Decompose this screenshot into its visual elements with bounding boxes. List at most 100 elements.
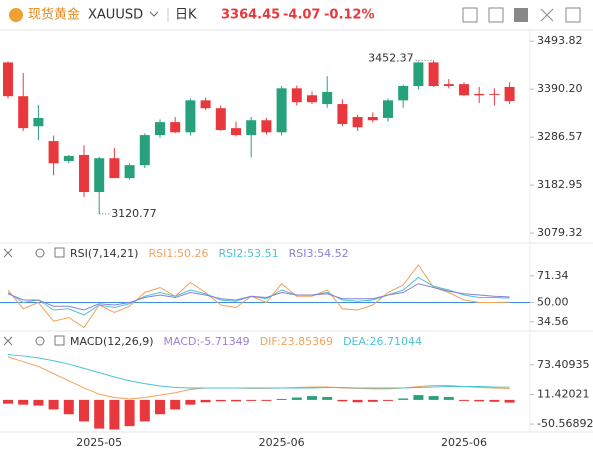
symbol-icon — [9, 8, 23, 22]
series-line — [7, 264, 510, 329]
symbol-code[interactable]: XAUUSD — [88, 8, 143, 23]
histogram-bar — [48, 399, 59, 410]
tool-icon[interactable] — [514, 8, 528, 22]
change: -4.07 — [283, 8, 320, 23]
candle-body — [18, 96, 29, 129]
legend-entry: RSI3:54.52 — [289, 247, 349, 260]
series-line — [7, 276, 510, 316]
candle-body — [307, 95, 317, 103]
change-pct: -0.12% — [324, 8, 375, 23]
histogram-bar — [428, 396, 439, 400]
histogram-bar — [3, 399, 13, 404]
histogram-bar — [231, 399, 241, 402]
header: 现货黄金 XAUUSD 日K 3364.45 -4.07 -0.12% — [9, 7, 581, 23]
dropdown-icon[interactable] — [149, 11, 159, 17]
y-tick-label: 71.34 — [537, 269, 569, 282]
candle-body — [413, 62, 424, 87]
legend-title: RSI(7,14,21) — [70, 247, 138, 260]
histogram-bar — [459, 399, 469, 401]
histogram-bar — [33, 399, 44, 406]
y-tick-label: 11.42021 — [537, 387, 590, 400]
candle-body — [261, 120, 272, 133]
histogram-bar — [489, 399, 500, 402]
tool-icon[interactable] — [488, 7, 504, 23]
tool-icon[interactable] — [565, 7, 581, 23]
x-tick-label: 2025-06 — [441, 436, 487, 449]
histogram-bar — [443, 397, 454, 400]
histogram-bar — [398, 398, 409, 400]
candle-body — [291, 88, 302, 103]
candle-body — [474, 93, 485, 96]
candle-body — [63, 155, 74, 161]
y-tick-label: 3286.57 — [537, 130, 583, 143]
candle-body — [276, 88, 287, 133]
candle-body — [3, 62, 13, 97]
y-tick-label: 3182.95 — [537, 178, 583, 191]
histogram-bar — [352, 399, 363, 403]
candle-body — [337, 104, 348, 124]
candle-body — [322, 92, 333, 105]
histogram-bar — [139, 399, 150, 422]
candle-body — [155, 122, 165, 136]
candle-body — [79, 154, 89, 193]
settings-icon[interactable] — [35, 248, 45, 258]
legend-entry: MACD:-5.71349 — [164, 335, 250, 348]
y-tick-label: 3493.82 — [537, 34, 583, 47]
toggle-icon[interactable] — [54, 335, 65, 346]
candle-body — [489, 93, 500, 95]
toggle-icon[interactable] — [54, 247, 65, 258]
candle-body — [124, 165, 135, 179]
candle-body — [352, 117, 363, 128]
candle-body — [504, 86, 515, 102]
candle-body — [200, 100, 211, 109]
y-tick-label: 3390.20 — [537, 82, 583, 95]
period[interactable]: 日K — [175, 8, 197, 23]
histogram-bar — [276, 398, 287, 400]
histogram-bar — [322, 397, 333, 400]
histogram-bar — [185, 399, 196, 405]
y-tick-label: 34.56 — [537, 315, 569, 328]
histogram-bar — [18, 399, 29, 405]
y-tick-label: -50.56892 — [537, 417, 593, 430]
histogram-bar — [337, 399, 348, 402]
candle-body — [459, 84, 469, 96]
close-icon[interactable] — [3, 248, 13, 258]
x-tick-label: 2025-06 — [259, 436, 305, 449]
legend-entry: DIF:23.85369 — [260, 335, 333, 348]
histogram-bar — [367, 399, 378, 402]
candle-body — [383, 100, 393, 118]
histogram-bar — [109, 399, 120, 430]
histogram-bar — [383, 399, 393, 401]
symbol-name: 现货黄金 — [28, 7, 80, 23]
candle-body — [33, 117, 44, 127]
close-icon[interactable] — [3, 336, 13, 346]
histogram-bar — [261, 399, 272, 401]
candle-body — [398, 86, 409, 101]
y-tick-label: 50.00 — [537, 296, 569, 309]
candle-body — [185, 100, 196, 133]
histogram-bar — [413, 395, 424, 400]
expand-icon[interactable] — [540, 8, 554, 22]
series-line — [7, 283, 510, 311]
settings-icon[interactable] — [35, 336, 45, 346]
histogram-bar — [215, 399, 226, 402]
histogram-bar — [94, 399, 105, 429]
candle-body — [428, 62, 439, 87]
candle-body — [170, 122, 181, 133]
legend-entry: RSI1:50.26 — [148, 247, 208, 260]
low-label: 3120.77 — [111, 207, 157, 220]
histogram-bar — [246, 399, 257, 401]
candle-body — [246, 120, 257, 136]
histogram-bar — [63, 399, 74, 415]
histogram-bar — [307, 396, 317, 400]
histogram-bar — [124, 399, 135, 427]
candle-body — [94, 158, 105, 193]
legend-entry: RSI2:53.51 — [219, 247, 279, 260]
y-tick-label: 3079.32 — [537, 226, 583, 239]
candle-body — [48, 141, 59, 164]
tool-icon[interactable] — [462, 7, 478, 23]
histogram-bar — [291, 397, 302, 400]
series-line — [7, 354, 510, 389]
